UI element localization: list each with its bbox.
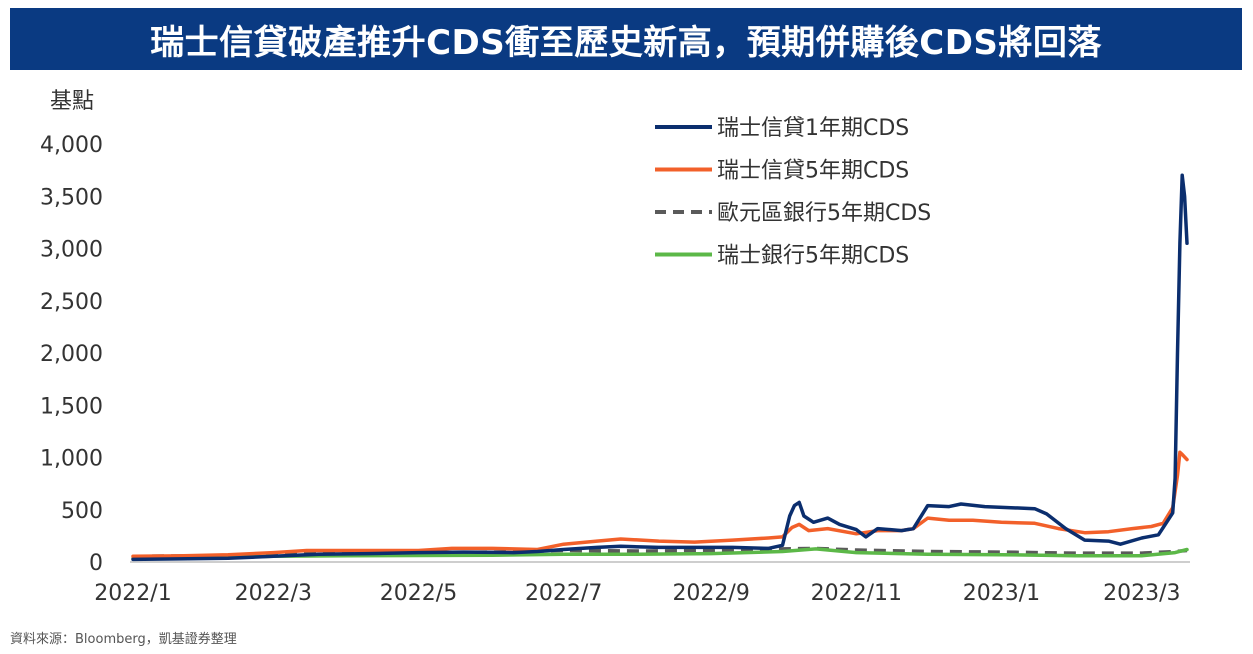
x-tick-label: 2023/3 <box>1103 581 1180 606</box>
y-axis-ticks: 0 500 1,000 1,500 2,000 2,500 3,000 3,500 4,000 <box>40 133 103 576</box>
x-tick-label: 2023/1 <box>963 581 1040 606</box>
series-line <box>131 173 1189 562</box>
y-tick-label: 2,500 <box>40 290 103 315</box>
x-tick-label: 2022/5 <box>380 581 457 606</box>
series-lines <box>131 173 1189 562</box>
x-tick-label: 2022/7 <box>525 581 602 606</box>
series-line <box>131 450 1189 559</box>
y-tick-label: 1,500 <box>40 394 103 419</box>
y-tick-label: 3,000 <box>40 238 103 263</box>
x-tick-label: 2022/9 <box>672 581 749 606</box>
legend: 瑞士信貸1年期CDS 瑞士信貸5年期CDS 歐元區銀行5年期CDS 瑞士銀行5年期CD… <box>655 116 931 269</box>
y-tick-label: 1,000 <box>40 447 103 472</box>
x-axis-ticks: 2022/1 2022/3 2022/5 2022/7 2022/9 2022/11 202… <box>94 581 1180 606</box>
x-tick-label: 2022/3 <box>235 581 312 606</box>
y-tick-label: 4,000 <box>40 133 103 158</box>
legend-label: 歐元區銀行5年期CDS <box>717 201 931 226</box>
legend-label: 瑞士信貸1年期CDS <box>717 116 909 141</box>
x-tick-label: 2022/11 <box>811 581 902 606</box>
series-line <box>131 547 1189 561</box>
source-note: 資料來源：Bloomberg，凱基證券整理 <box>10 632 237 647</box>
legend-label: 瑞士信貸5年期CDS <box>717 159 909 184</box>
y-tick-label: 2,000 <box>40 342 103 367</box>
y-tick-label: 500 <box>61 499 103 524</box>
legend-label: 瑞士銀行5年期CDS <box>717 244 909 269</box>
y-axis-label: 基點 <box>50 89 94 114</box>
chart-title: 瑞士信貸破產推升CDS衝至歷史新高，預期併購後CDS將回落 <box>10 8 1242 70</box>
y-tick-label: 0 <box>89 551 103 576</box>
x-tick-label: 2022/1 <box>94 581 171 606</box>
y-tick-label: 3,500 <box>40 185 103 210</box>
